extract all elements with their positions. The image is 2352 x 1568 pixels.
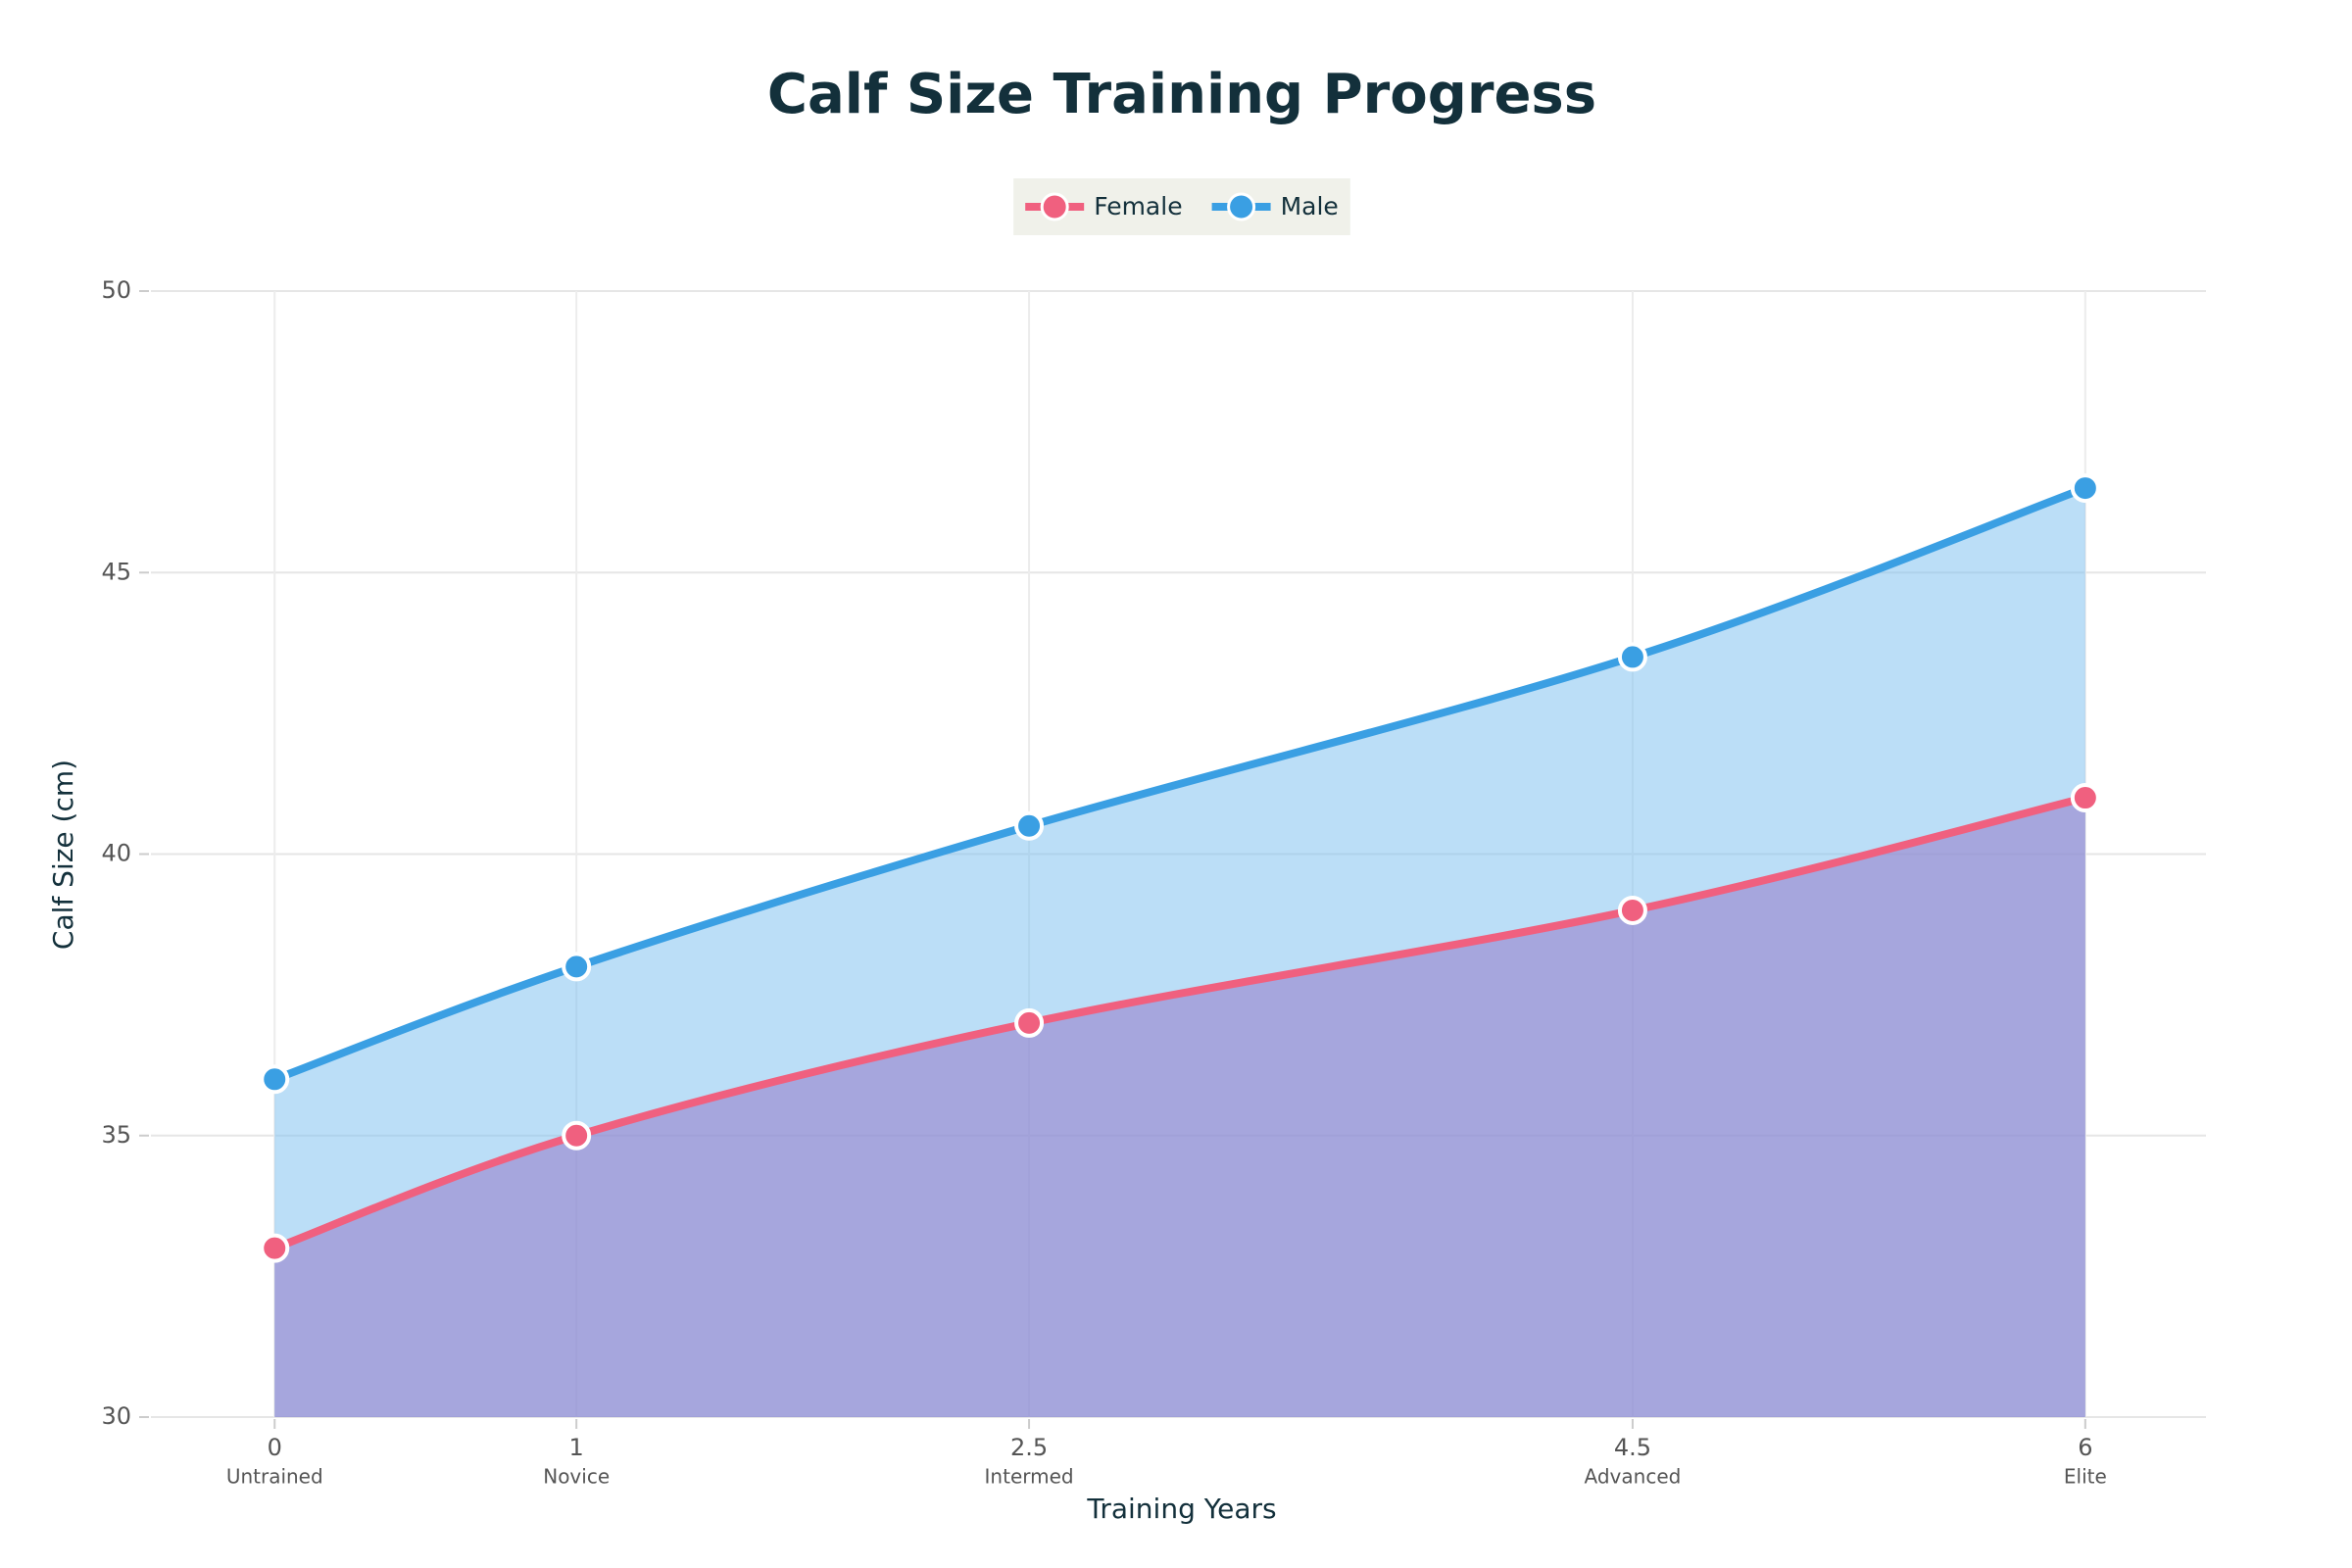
legend-marker	[1227, 192, 1256, 221]
y-tick-label: 50	[101, 276, 131, 304]
legend-label: Female	[1094, 192, 1182, 220]
point	[562, 952, 592, 982]
x-tick-label: 2.5	[1010, 1434, 1048, 1461]
y-axis-title: Calf Size (cm)	[47, 760, 79, 950]
x-tick-sublabel: Intermed	[985, 1465, 1074, 1489]
point	[1617, 642, 1647, 672]
x-tick-label: 6	[2078, 1434, 2092, 1461]
point	[562, 1120, 592, 1151]
line	[272, 794, 2086, 1252]
y-tick-label: 45	[101, 558, 131, 585]
x-axis-title: Training Years	[1086, 1493, 1276, 1525]
point	[260, 1064, 290, 1095]
chart-title: Calf Size Training Progress	[767, 63, 1596, 126]
x-tick-sublabel: Elite	[2064, 1465, 2107, 1489]
point	[260, 1233, 290, 1263]
point	[1014, 810, 1045, 841]
line	[272, 484, 2087, 1084]
point	[1617, 895, 1647, 925]
x-tick-label: 0	[268, 1434, 282, 1461]
x-tick-label: 1	[569, 1434, 584, 1461]
x-tick-label: 4.5	[1614, 1434, 1651, 1461]
y-tick-label: 40	[101, 840, 131, 867]
point	[1014, 1007, 1045, 1038]
area	[274, 798, 2085, 1417]
legend-label: Male	[1281, 192, 1339, 220]
legend-marker	[1040, 192, 1069, 221]
point	[2070, 783, 2100, 813]
x-tick-sublabel: Untrained	[226, 1465, 323, 1489]
legend: Female Male	[1013, 178, 1350, 235]
x-tick-sublabel: Novice	[543, 1465, 610, 1489]
y-tick-label: 35	[101, 1121, 131, 1149]
y-tick-label: 30	[101, 1402, 131, 1430]
point	[2070, 473, 2100, 504]
x-tick-sublabel: Advanced	[1585, 1465, 1682, 1489]
